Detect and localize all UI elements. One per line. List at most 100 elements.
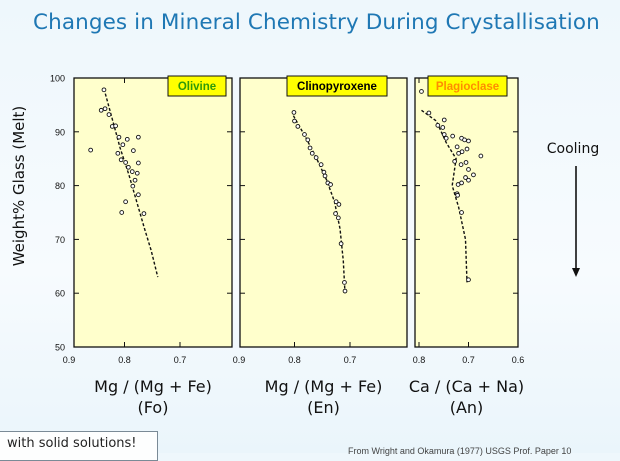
data-point — [318, 162, 324, 167]
data-point — [466, 138, 471, 144]
data-point — [463, 175, 468, 180]
data-point — [98, 107, 104, 113]
data-point — [295, 124, 301, 129]
data-point — [440, 125, 446, 130]
data-point — [313, 155, 319, 160]
data-point — [322, 173, 328, 179]
data-point — [455, 192, 460, 198]
data-point — [333, 199, 339, 205]
data-point — [120, 142, 126, 148]
data-point — [342, 288, 348, 294]
source-citation: From Wright and Okamura (1977) USGS Prof… — [348, 446, 572, 456]
y-tick-label: 50 — [55, 343, 65, 353]
data-point — [333, 211, 338, 216]
x-tick-label: 0.8 — [413, 355, 426, 365]
data-point — [458, 162, 464, 167]
data-point — [106, 112, 112, 117]
y-tick-label: 80 — [55, 181, 65, 191]
data-point — [478, 153, 484, 159]
data-point — [141, 211, 147, 216]
data-point — [136, 160, 141, 166]
data-point — [307, 145, 313, 151]
data-point — [452, 159, 457, 164]
data-point — [441, 117, 447, 123]
y-axis-label: Weight% Glass (Melt) — [10, 106, 28, 267]
data-point — [309, 150, 315, 156]
data-point — [130, 183, 136, 189]
data-point — [124, 136, 130, 142]
data-point — [88, 147, 93, 153]
data-point — [116, 134, 122, 140]
data-point — [132, 177, 138, 183]
x-tick-label: 0.8 — [288, 355, 301, 365]
data-point — [441, 132, 447, 137]
slide-title: Changes in Mineral Chemistry During Crys… — [33, 10, 600, 35]
mineral-label-box — [427, 75, 508, 97]
data-point — [450, 133, 456, 139]
data-point — [456, 150, 461, 156]
data-point — [463, 160, 469, 165]
data-point — [123, 199, 128, 205]
cooling-label: Cooling — [547, 141, 599, 157]
mineral-label-box — [167, 75, 227, 97]
data-point — [454, 144, 460, 150]
x-tick-label: 0.7 — [462, 355, 475, 365]
trend-line — [292, 115, 346, 294]
cooling-arrow-head — [572, 268, 580, 277]
data-point — [115, 150, 121, 156]
data-point — [455, 182, 461, 187]
data-point — [134, 170, 140, 176]
data-point — [291, 110, 297, 115]
data-point — [462, 137, 467, 143]
mineral-label: Plagioclase — [436, 81, 499, 93]
data-point — [471, 172, 476, 178]
data-point — [335, 215, 341, 221]
data-point — [435, 122, 441, 128]
data-point — [292, 118, 297, 124]
y-tick-label: 70 — [55, 235, 65, 245]
data-point — [459, 210, 464, 215]
data-point — [136, 134, 141, 140]
data-point — [443, 135, 449, 141]
x-tick-label: 0.6 — [512, 355, 525, 365]
panel-frame — [239, 77, 408, 348]
data-point — [342, 280, 347, 285]
data-point — [426, 110, 432, 116]
mineral-label: Olivine — [178, 81, 216, 93]
panel-olivine: 50 60 70 80 90 100 0.9 0.8 0.7 Olivine Mg / (Mg + … — [50, 74, 233, 417]
x-axis-sublabel: (An) — [450, 398, 484, 417]
x-tick-label: 0.8 — [118, 355, 131, 365]
data-point — [336, 202, 342, 207]
data-point — [113, 123, 118, 129]
data-point — [101, 87, 107, 93]
data-point — [321, 169, 327, 175]
panel-frame — [414, 77, 519, 348]
data-point — [466, 277, 471, 283]
x-axis-sublabel: (Fo) — [138, 398, 169, 417]
panel-plagioclase: 0.8 0.7 0.6 Plagioclase Ca / (Ca + Na) (An) — [409, 75, 525, 417]
y-tick-label: 90 — [55, 127, 65, 137]
x-axis-sublabel: (En) — [307, 398, 340, 417]
data-point — [466, 177, 471, 183]
data-point — [102, 106, 108, 112]
panel-frame — [73, 77, 233, 348]
x-axis-label: Ca / (Ca + Na) — [409, 377, 524, 396]
data-point — [126, 164, 131, 170]
mineral-label-box — [286, 75, 388, 97]
y-tick-label: 100 — [50, 74, 65, 84]
data-point — [136, 192, 141, 198]
x-axis-label: Mg / (Mg + Fe) — [94, 377, 212, 396]
x-tick-label: 0.7 — [174, 355, 187, 365]
footnote-box: with solid solutions! — [0, 431, 158, 461]
data-point — [419, 89, 424, 94]
data-point — [338, 241, 344, 247]
y-tick-label: 60 — [55, 289, 65, 299]
x-tick-label: 0.9 — [63, 355, 76, 365]
x-tick-label: 0.7 — [344, 355, 357, 365]
x-tick-label: 0.9 — [233, 355, 246, 365]
data-point — [118, 157, 124, 163]
data-point — [302, 132, 307, 137]
footnote-text: with solid solutions! — [7, 436, 137, 451]
data-point — [328, 182, 333, 187]
